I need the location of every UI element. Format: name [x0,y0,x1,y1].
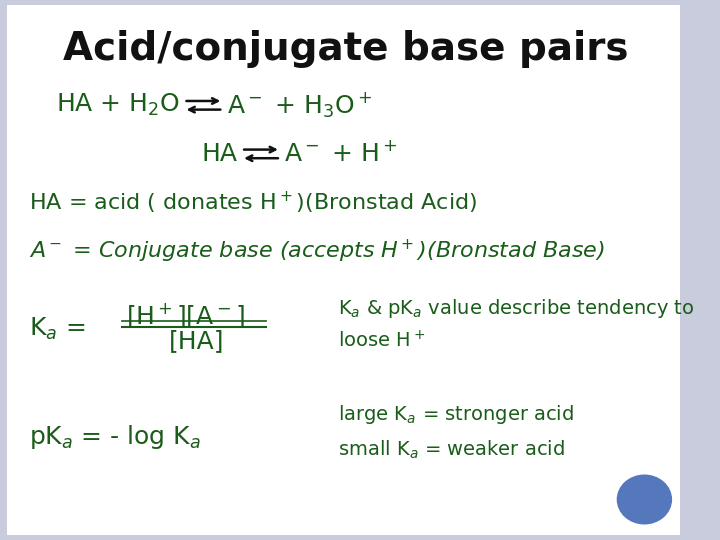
Text: HA + H$_2$O: HA + H$_2$O [56,92,180,118]
Text: pK$_a$ = - log K$_a$: pK$_a$ = - log K$_a$ [29,423,201,451]
Text: HA = acid ( donates H$^+$)(Bronstad Acid): HA = acid ( donates H$^+$)(Bronstad Acid… [29,190,477,215]
Ellipse shape [618,475,671,524]
Text: A$^-$ + H$_3$O$^+$: A$^-$ + H$_3$O$^+$ [227,91,372,120]
FancyBboxPatch shape [7,5,680,535]
Text: K$_a$ & pK$_a$ value describe tendency to
loose H$^+$: K$_a$ & pK$_a$ value describe tendency t… [338,296,695,352]
Text: Acid/conjugate base pairs: Acid/conjugate base pairs [63,30,629,68]
Text: [H$^+$][A$^-$]: [H$^+$][A$^-$] [126,301,245,330]
Text: A$^-$ = Conjugate base (accepts H$^+$)(Bronstad Base): A$^-$ = Conjugate base (accepts H$^+$)(B… [29,238,605,265]
Text: K$_a$ =: K$_a$ = [29,316,85,342]
Text: large K$_a$ = stronger acid
small K$_a$ = weaker acid: large K$_a$ = stronger acid small K$_a$ … [338,402,575,462]
Text: HA: HA [202,142,238,166]
Text: A$^-$ + H$^+$: A$^-$ + H$^+$ [284,141,398,166]
Text: [HA]: [HA] [169,329,225,353]
